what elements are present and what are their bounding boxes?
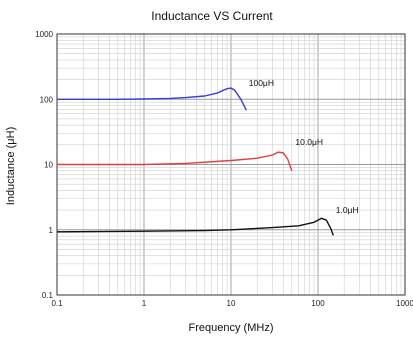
- y-tick-label: 1: [49, 226, 54, 235]
- series-line: [57, 151, 293, 172]
- y-tick-label: 0.1: [42, 291, 54, 300]
- series-layer: [56, 87, 334, 236]
- annotations: 100μH 10.0μH 1.0μH: [249, 78, 359, 215]
- series-annotation: 1.0μH: [336, 205, 359, 215]
- series-annotation: 100μH: [249, 78, 274, 88]
- y-axis-title: Inductance (μH): [5, 127, 17, 205]
- x-axis-title: Frequency (MHz): [189, 322, 274, 334]
- x-tick-label: 1: [142, 299, 147, 308]
- x-tick-label: 0.1: [51, 299, 63, 308]
- axis-ticks: 0.1 1 10 100 1000 0.1 1 10 100 1000: [35, 30, 413, 308]
- x-tick-label: 100: [311, 299, 325, 308]
- y-tick-label: 10: [44, 161, 53, 170]
- chart-title: Inductance VS Current: [151, 9, 273, 23]
- y-tick-label: 100: [40, 95, 54, 104]
- series-line: [56, 217, 334, 236]
- y-tick-label: 1000: [35, 30, 53, 39]
- x-tick-label: 1000: [396, 299, 413, 308]
- grid: [56, 34, 405, 296]
- series-line: [57, 87, 247, 111]
- x-tick-label: 10: [227, 299, 236, 308]
- series-annotation: 10.0μH: [295, 137, 323, 147]
